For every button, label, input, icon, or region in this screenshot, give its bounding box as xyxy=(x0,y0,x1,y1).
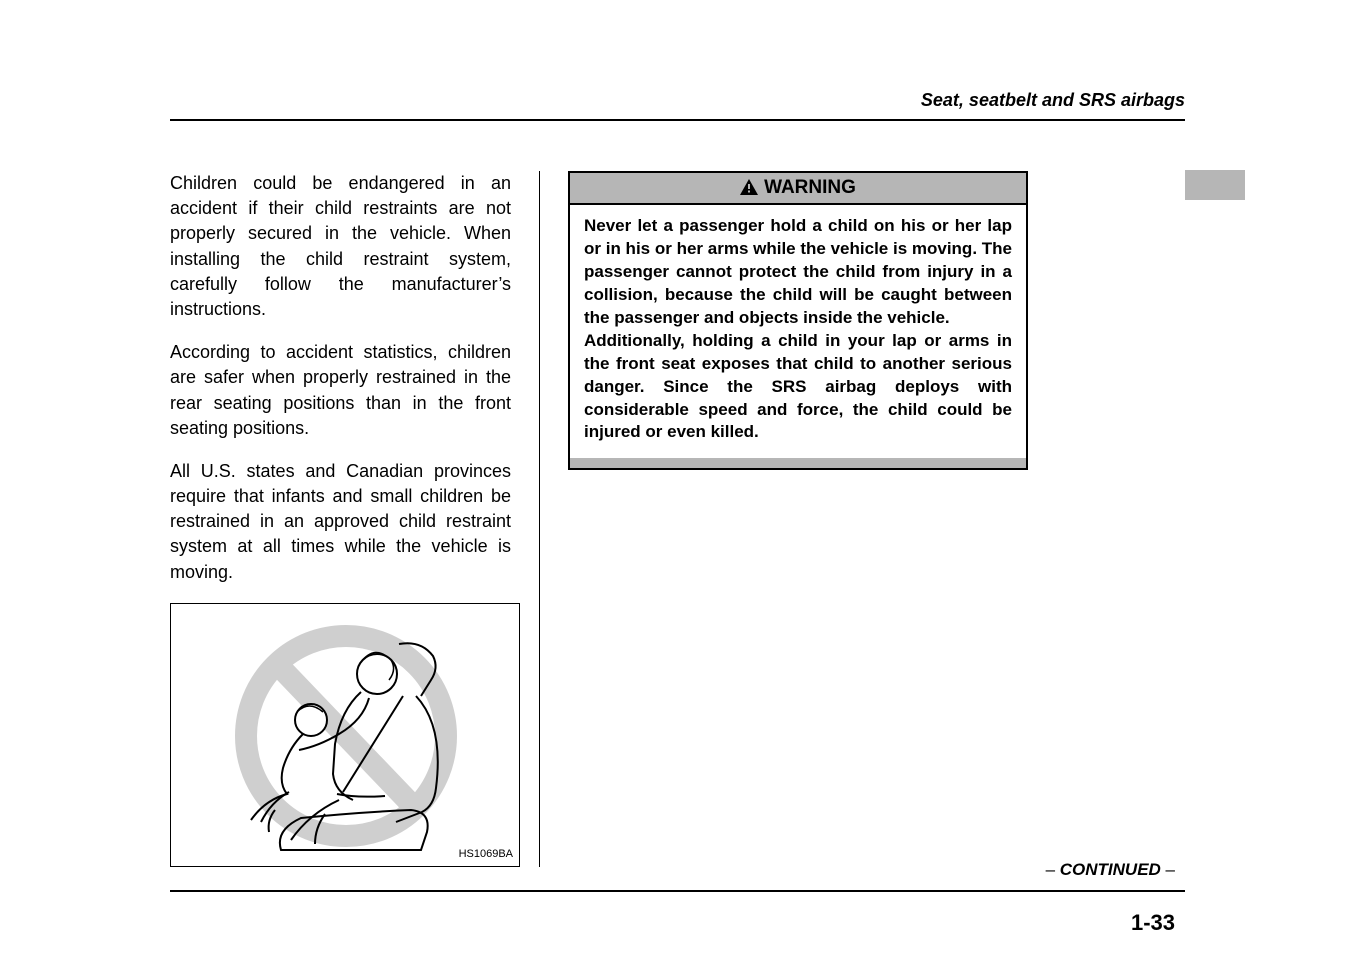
warning-paragraph: Never let a passenger hold a child on hi… xyxy=(584,215,1012,330)
body-paragraph: According to accident statistics, childr… xyxy=(170,340,511,441)
left-column: Children could be endangered in an accid… xyxy=(170,171,540,867)
warning-title-text: WARNING xyxy=(764,177,856,198)
continued-marker: – CONTINUED – xyxy=(1046,860,1175,880)
warning-paragraph: Additionally, holding a child in your la… xyxy=(584,330,1012,445)
footer-rule xyxy=(170,890,1185,892)
figure-code: HS1069BA xyxy=(459,848,513,860)
page-number: 1-33 xyxy=(1131,910,1175,936)
section-tab xyxy=(1185,170,1245,200)
page-header: Seat, seatbelt and SRS airbags xyxy=(170,90,1185,121)
illustration-no-child-on-lap: HS1069BA xyxy=(170,603,520,867)
warning-box: WARNING Never let a passenger hold a chi… xyxy=(568,171,1028,470)
body-paragraph: Children could be endangered in an accid… xyxy=(170,171,511,322)
right-column: WARNING Never let a passenger hold a chi… xyxy=(540,171,1180,867)
body-paragraph: All U.S. states and Canadian provinces r… xyxy=(170,459,511,585)
warning-triangle-icon xyxy=(740,179,758,195)
prohibit-child-on-lap-icon xyxy=(171,604,520,867)
warning-title-bar: WARNING xyxy=(570,173,1026,205)
